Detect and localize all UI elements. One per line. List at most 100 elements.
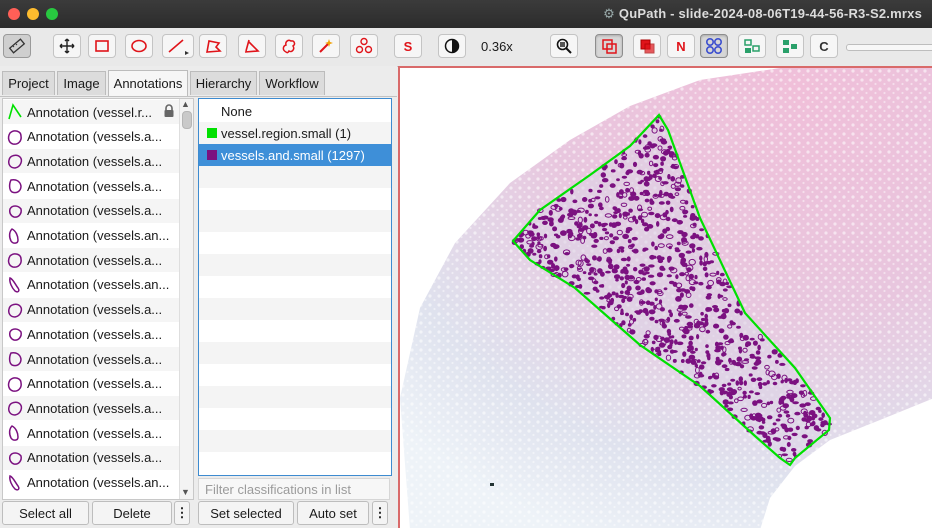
vessel-detection[interactable] bbox=[780, 380, 784, 384]
vessel-detection[interactable] bbox=[575, 284, 581, 289]
vessel-detection[interactable] bbox=[674, 192, 680, 196]
vessel-detection[interactable] bbox=[567, 216, 576, 221]
vessel-detection[interactable] bbox=[667, 173, 671, 180]
vessel-detection[interactable] bbox=[779, 362, 786, 366]
vessel-detection[interactable] bbox=[715, 345, 722, 351]
vessel-detection[interactable] bbox=[785, 414, 791, 418]
vessel-detection[interactable] bbox=[791, 448, 797, 452]
vessel-detection[interactable] bbox=[726, 387, 733, 392]
vessel-detection[interactable] bbox=[695, 217, 700, 221]
vessel-detection[interactable] bbox=[689, 286, 694, 291]
vessel-detection[interactable] bbox=[609, 183, 616, 188]
vessel-detection[interactable] bbox=[781, 447, 787, 452]
vessel-detection[interactable] bbox=[654, 169, 660, 175]
vessel-detection[interactable] bbox=[536, 232, 541, 237]
delete-button[interactable]: Delete bbox=[92, 501, 172, 525]
vessel-detection[interactable] bbox=[577, 267, 584, 272]
vessel-detection[interactable] bbox=[711, 384, 717, 388]
vessel-detection[interactable] bbox=[671, 156, 678, 161]
show-cells-button[interactable] bbox=[738, 34, 766, 58]
vessel-detection[interactable] bbox=[722, 399, 729, 405]
vessel-detection[interactable] bbox=[659, 138, 667, 142]
ellipse-tool-button[interactable] bbox=[125, 34, 153, 58]
vessel-detection[interactable] bbox=[749, 413, 754, 419]
vessel-detection[interactable] bbox=[766, 380, 770, 385]
vessel-detection[interactable] bbox=[620, 248, 625, 253]
vessel-detection[interactable] bbox=[685, 250, 692, 254]
vessel-detection[interactable] bbox=[670, 267, 678, 274]
vessel-detection[interactable] bbox=[651, 241, 655, 247]
vessel-detection[interactable] bbox=[706, 352, 711, 359]
vessel-detection[interactable] bbox=[706, 293, 713, 297]
vessel-detection[interactable] bbox=[704, 313, 708, 319]
vessel-detection[interactable] bbox=[694, 347, 698, 352]
vessel-detection[interactable] bbox=[682, 351, 687, 357]
vessel-detection[interactable] bbox=[622, 211, 629, 217]
vessel-detection[interactable] bbox=[706, 260, 712, 265]
vessel-detection[interactable] bbox=[681, 237, 687, 243]
vessel-detection[interactable] bbox=[738, 376, 743, 382]
classification-item[interactable]: vessels.and.small (1297) bbox=[199, 144, 391, 166]
vessel-detection[interactable] bbox=[694, 363, 698, 368]
vessel-detection[interactable] bbox=[519, 244, 524, 250]
vessel-detection[interactable] bbox=[603, 294, 611, 300]
vessel-detection[interactable] bbox=[619, 276, 624, 281]
vessel-detection[interactable] bbox=[668, 151, 675, 157]
vessel-detection[interactable] bbox=[598, 202, 603, 208]
vessel-detection[interactable] bbox=[560, 214, 566, 219]
vessel-detection[interactable] bbox=[775, 359, 779, 364]
vessel-detection[interactable] bbox=[704, 251, 709, 258]
selection-mode-button[interactable]: S bbox=[394, 34, 422, 58]
vessel-detection[interactable] bbox=[739, 310, 743, 316]
vessel-detection[interactable] bbox=[681, 262, 688, 267]
vessel-detection[interactable] bbox=[753, 361, 760, 366]
vessel-detection[interactable] bbox=[564, 252, 570, 256]
vessel-detection[interactable] bbox=[743, 380, 747, 386]
vessel-detection[interactable] bbox=[766, 415, 773, 420]
annotation-list-item[interactable]: Annotation (vessels.a... bbox=[3, 174, 179, 198]
vessel-detection[interactable] bbox=[786, 442, 791, 447]
vessel-detection[interactable] bbox=[683, 215, 688, 218]
vessel-detection[interactable] bbox=[551, 263, 556, 269]
vessel-detection[interactable] bbox=[550, 204, 558, 210]
vessel-detection[interactable] bbox=[724, 404, 729, 408]
vessel-detection[interactable] bbox=[689, 243, 696, 249]
vessel-detection[interactable] bbox=[591, 244, 598, 248]
vessel-detection[interactable] bbox=[568, 208, 575, 214]
vessel-detection[interactable] bbox=[800, 408, 808, 415]
vessel-detection[interactable] bbox=[531, 236, 537, 242]
vessel-region-annotation[interactable] bbox=[511, 113, 832, 467]
vessel-detection[interactable] bbox=[821, 429, 828, 436]
vessel-detection[interactable] bbox=[610, 169, 616, 173]
annotation-list-item[interactable]: Annotation (vessels.a... bbox=[3, 248, 179, 273]
vessel-detection[interactable] bbox=[550, 272, 558, 277]
vessel-detection[interactable] bbox=[586, 227, 592, 235]
vessel-detection[interactable] bbox=[752, 400, 758, 406]
annotation-list-scrollbar[interactable]: ▲ ▼ bbox=[179, 99, 193, 499]
vessel-detection[interactable] bbox=[674, 247, 680, 251]
vessel-detection[interactable] bbox=[766, 401, 771, 406]
scrollbar-thumb[interactable] bbox=[182, 111, 192, 129]
vessel-detection[interactable] bbox=[786, 389, 794, 395]
vessel-detection[interactable] bbox=[804, 425, 809, 430]
vessel-detection[interactable] bbox=[644, 226, 650, 232]
vessel-detection[interactable] bbox=[657, 243, 665, 248]
annotation-list-item[interactable]: Annotation (vessels.a... bbox=[3, 372, 179, 396]
vessel-detection[interactable] bbox=[636, 169, 643, 175]
vessel-detection[interactable] bbox=[688, 258, 696, 266]
vessel-detection[interactable] bbox=[684, 200, 689, 205]
vessel-detection[interactable] bbox=[727, 382, 732, 386]
vessel-detection[interactable] bbox=[614, 306, 620, 312]
vessel-detection[interactable] bbox=[658, 299, 663, 305]
vessel-detection[interactable] bbox=[670, 163, 676, 169]
vessel-detection[interactable] bbox=[742, 335, 749, 341]
vessel-detection[interactable] bbox=[769, 400, 774, 405]
vessel-detection[interactable] bbox=[620, 202, 628, 208]
vessel-detection[interactable] bbox=[709, 272, 717, 277]
vessel-detection[interactable] bbox=[613, 264, 620, 270]
vessel-detection[interactable] bbox=[593, 280, 599, 285]
vessel-detection[interactable] bbox=[582, 271, 587, 275]
vessel-detection[interactable] bbox=[588, 213, 592, 217]
vessel-detection[interactable] bbox=[628, 208, 633, 213]
vessel-detection[interactable] bbox=[604, 196, 610, 203]
